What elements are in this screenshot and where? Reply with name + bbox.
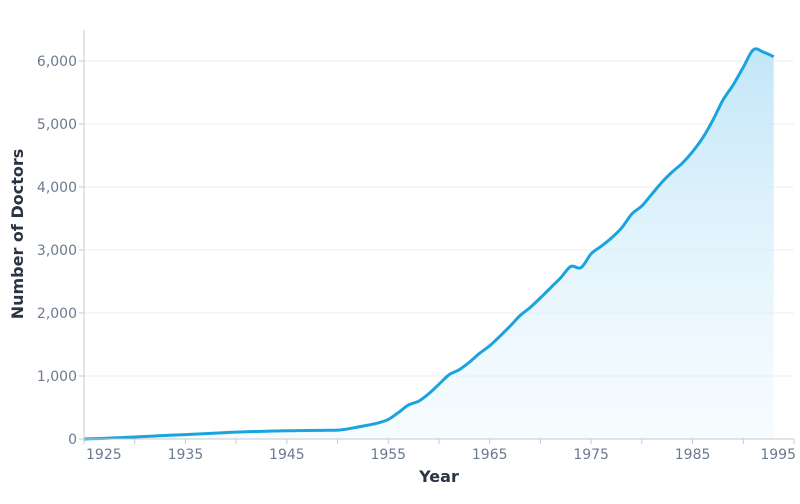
x-tick-label: 1945 <box>269 447 305 463</box>
x-tick-label: 1955 <box>370 447 406 463</box>
x-tick-label: 1935 <box>168 447 204 463</box>
y-tick-label: 3,000 <box>37 243 77 259</box>
y-tick-label: 2,000 <box>37 306 77 322</box>
y-tick-label: 5,000 <box>37 117 77 133</box>
x-axis-ticks: 1925 1935 1945 1955 1965 1975 1985 1995 <box>83 439 796 463</box>
area-fill <box>84 48 774 440</box>
x-tick-label: 1965 <box>472 447 508 463</box>
y-axis-title: Number of Doctors <box>8 149 27 320</box>
x-tick-label: 1985 <box>675 447 711 463</box>
y-axis-ticks: 0 1,000 2,000 3,000 4,000 5,000 6,000 <box>37 54 84 448</box>
y-tick-label: 1,000 <box>37 369 77 385</box>
x-tick-label: 1925 <box>86 447 122 463</box>
series-line <box>83 47 775 441</box>
y-tick-label: 0 <box>68 432 77 448</box>
y-tick-label: 6,000 <box>37 54 77 70</box>
x-tick-label: 1995 <box>760 447 796 463</box>
x-axis-title: Year <box>418 467 459 486</box>
y-tick-label: 4,000 <box>37 180 77 196</box>
x-tick-label: 1975 <box>573 447 609 463</box>
